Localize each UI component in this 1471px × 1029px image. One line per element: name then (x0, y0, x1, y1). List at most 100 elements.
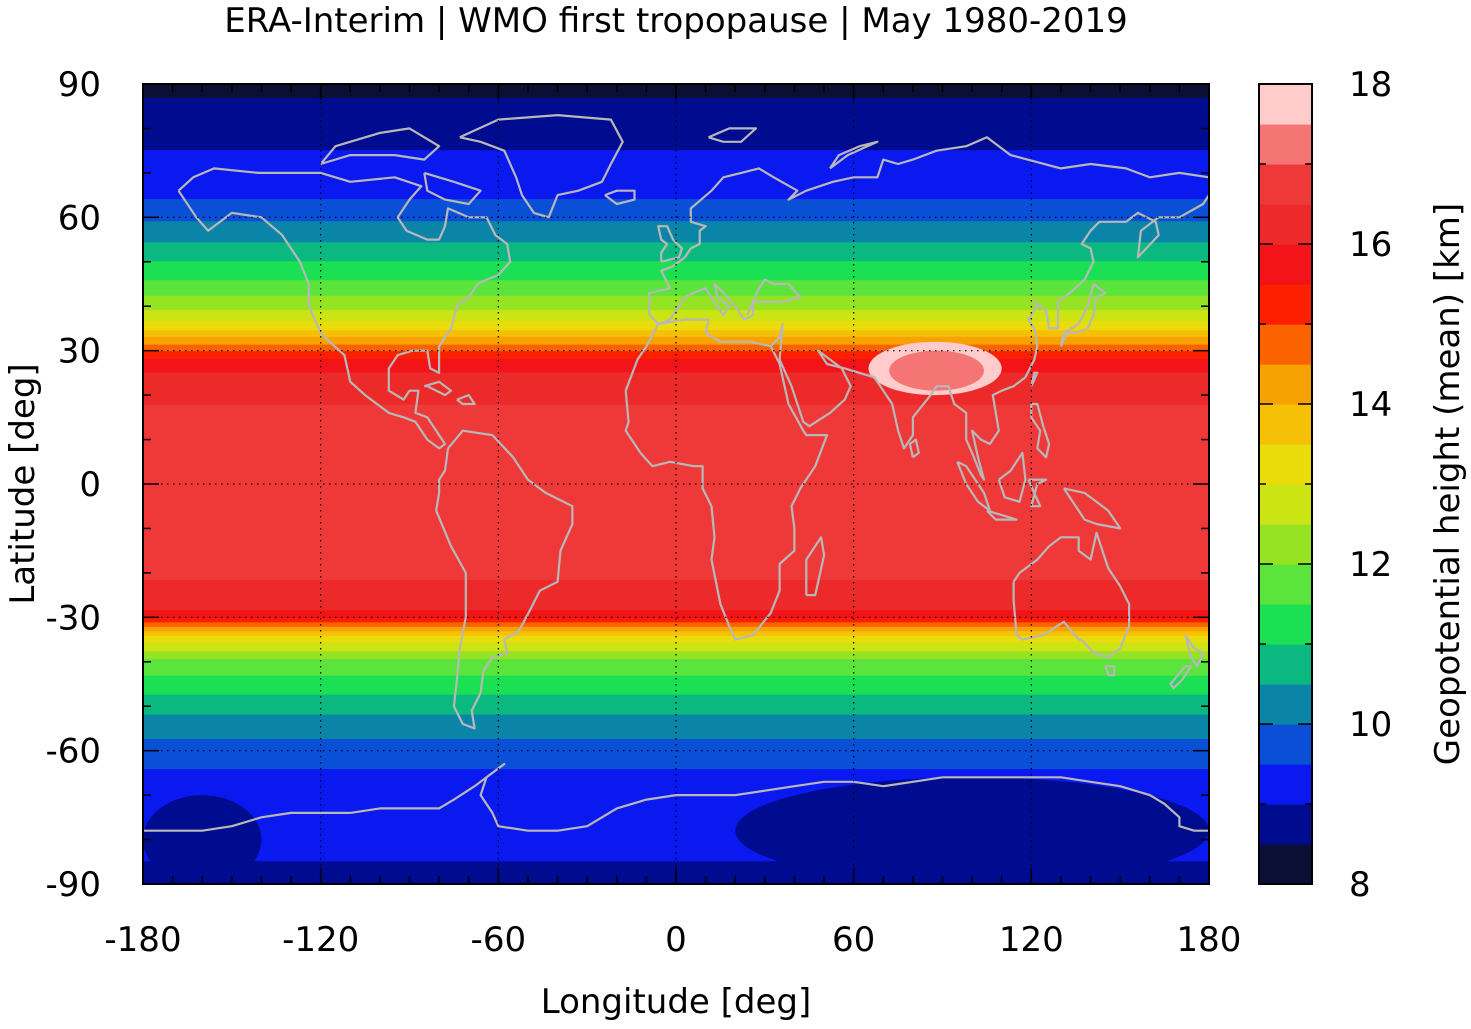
coastline (708, 127, 757, 143)
coastline (1030, 371, 1039, 387)
y-tick-label: 30 (58, 332, 101, 372)
y-tick-label: -60 (45, 732, 101, 772)
contour-band (143, 659, 1209, 677)
y-axis-ticks: 90 60 30 0 -30 -60 -90 (45, 65, 1209, 905)
colorbar-swatch (1259, 524, 1312, 565)
map-plot-area: -180 -120 -60 0 60 120 180 90 60 30 0 -30 -60 -90 (45, 65, 1241, 960)
x-tick-label: -120 (282, 920, 359, 960)
contour-band (143, 351, 1209, 361)
colorbar-swatch (1259, 84, 1312, 125)
colorbar-swatch (1259, 564, 1312, 605)
colorbar-swatch (1259, 164, 1312, 205)
y-tick-label: -30 (45, 598, 101, 638)
colorbar-swatch (1259, 644, 1312, 685)
contour-band (143, 694, 1209, 716)
x-axis-ticks: -180 -120 -60 0 60 120 180 (104, 84, 1241, 960)
contour-band (143, 642, 1209, 653)
coastline (1169, 665, 1193, 690)
colorbar-swatch (1259, 364, 1312, 405)
x-tick-label: -180 (104, 920, 181, 960)
coastline (657, 225, 683, 263)
coastline (1027, 478, 1048, 508)
colorbar-swatch (1259, 124, 1312, 165)
coastline (423, 171, 482, 206)
coastline (1062, 487, 1122, 530)
colorbar-swatch (1259, 284, 1312, 325)
y-tick-label: 60 (58, 198, 101, 238)
field-feature (143, 795, 262, 884)
colorbar-tick-label: 10 (1349, 705, 1392, 745)
contour-band (143, 631, 1209, 637)
coastline (648, 278, 802, 326)
contour-band (143, 675, 1209, 696)
coastline (459, 114, 624, 219)
colorbar-swatch (1259, 724, 1312, 765)
colorbar-swatch (1259, 484, 1312, 525)
colorbar-swatch (1259, 604, 1312, 645)
contour-band (143, 295, 1209, 312)
grid-lines (143, 84, 1209, 884)
contour-band (143, 739, 1209, 771)
contour-band (143, 321, 1209, 332)
y-tick-label: 90 (58, 65, 101, 105)
coastline-outlines (143, 114, 1209, 832)
coastline (997, 451, 1027, 503)
coastline (770, 194, 1209, 481)
x-tick-label: 180 (1177, 920, 1242, 960)
colorbar-tick-label: 12 (1349, 545, 1392, 585)
contour-band (143, 221, 1209, 244)
contour-band (143, 617, 1209, 624)
x-tick-label: 0 (665, 920, 687, 960)
coastline (143, 762, 1209, 832)
contour-band (143, 626, 1209, 633)
coastline (1030, 402, 1051, 459)
coastline (805, 536, 826, 597)
contour-band (143, 372, 1209, 406)
y-axis-label: Latitude [deg] (3, 363, 43, 604)
colorbar-swatch (1259, 204, 1312, 245)
coastline (986, 509, 1018, 521)
colorbar-swatch (1259, 804, 1312, 845)
coastline (435, 429, 574, 730)
contour-band (143, 310, 1209, 323)
x-tick-label: 60 (832, 920, 875, 960)
coastline (177, 167, 512, 450)
coastline (456, 394, 476, 406)
colorbar-swatch (1259, 324, 1312, 365)
coastline (319, 127, 441, 166)
x-tick-label: -60 (471, 920, 527, 960)
colorbar: 18 16 14 12 10 8 (1258, 65, 1392, 905)
figure-title: ERA-Interim | WMO first tropopause | May… (224, 1, 1128, 41)
contour-band (143, 651, 1209, 661)
coastline (604, 189, 636, 206)
colorbar-tick-label: 18 (1349, 65, 1392, 105)
coastline (648, 136, 1209, 316)
contour-band (143, 635, 1209, 644)
colorbar-swatch (1259, 844, 1312, 885)
coastline (1104, 665, 1116, 677)
coastline (624, 318, 829, 641)
coastline (1059, 282, 1107, 347)
colorbar-swatch (1259, 684, 1312, 725)
colorbar-tick-label: 16 (1349, 225, 1392, 265)
colorbar-tick-label: 14 (1349, 385, 1392, 425)
y-tick-label: 0 (79, 465, 101, 505)
field-feature (735, 777, 1209, 884)
y-tick-label: -90 (45, 865, 101, 905)
coastline (908, 438, 920, 459)
contour-band (143, 97, 1209, 152)
colorbar-swatch (1259, 444, 1312, 485)
coastline (829, 140, 879, 170)
field-feature-core (889, 350, 984, 391)
coastline (1184, 634, 1205, 668)
colorbar-label: Geopotential height (mean) [km] (1428, 203, 1468, 765)
contour-band (143, 610, 1209, 619)
colorbar-swatch (1259, 244, 1312, 285)
colorbar-tick-label: 8 (1349, 865, 1371, 905)
coastline (423, 380, 453, 397)
colorbar-swatch (1259, 404, 1312, 445)
x-axis-label: Longitude [deg] (541, 982, 812, 1022)
colorbar-swatch (1259, 764, 1312, 805)
contour-band (143, 336, 1209, 346)
